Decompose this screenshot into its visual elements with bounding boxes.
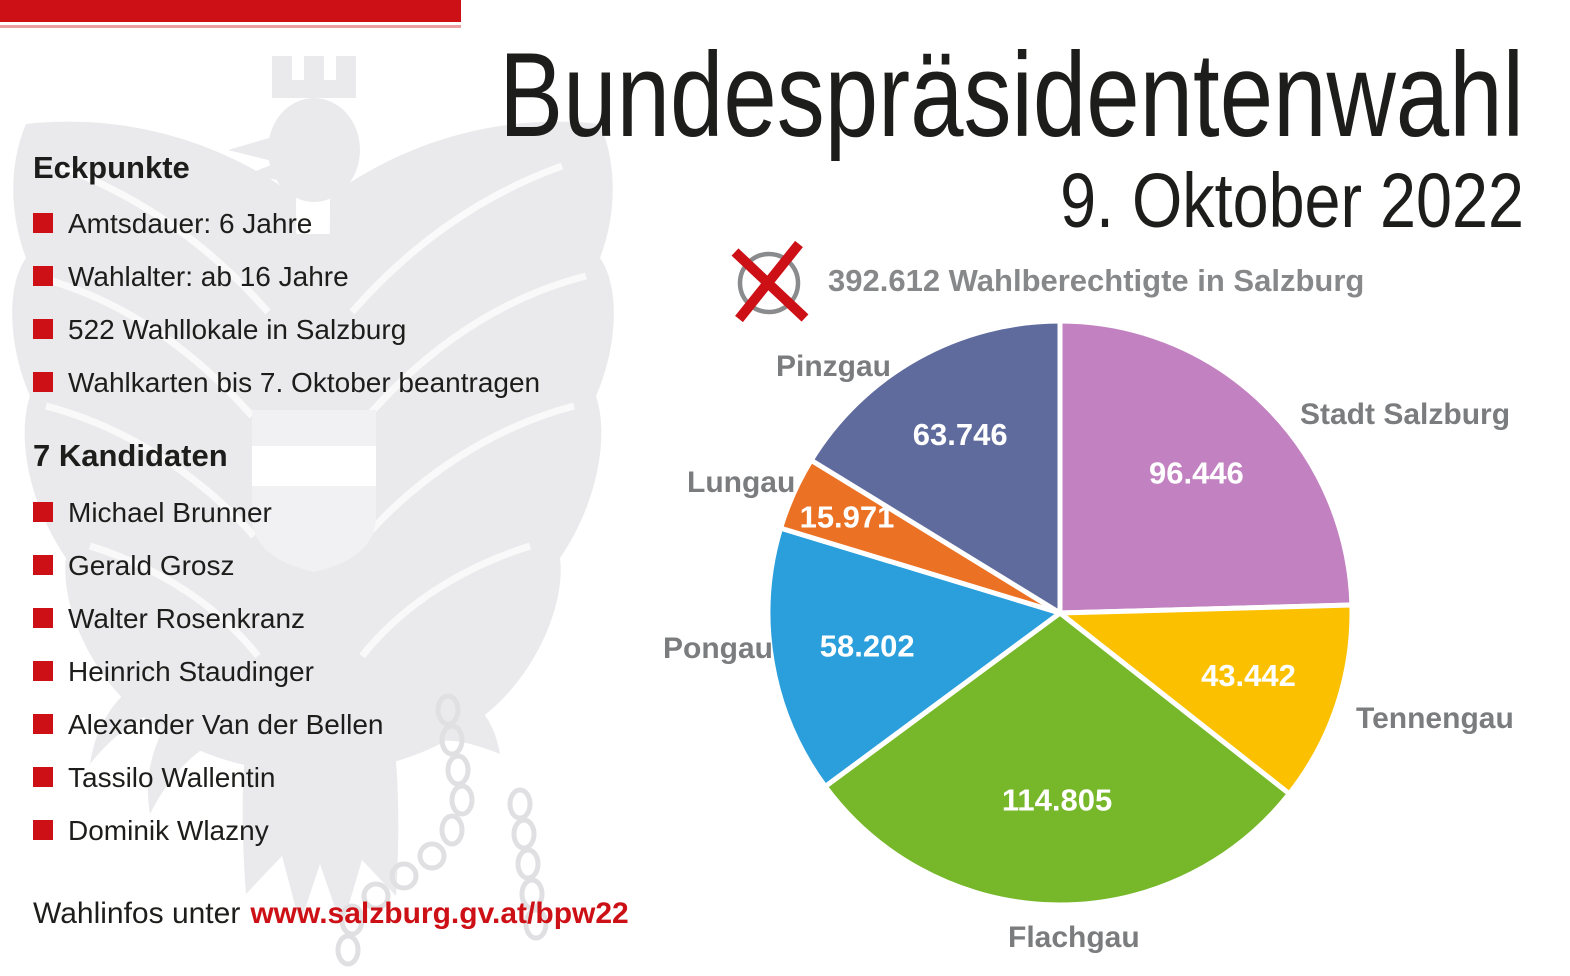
pie-category-label: Lungau: [687, 466, 796, 499]
top-red-bar-underline: [0, 25, 461, 28]
kandidaten-item-label: Dominik Wlazny: [68, 815, 269, 846]
pie-category-label: Pinzgau: [776, 350, 892, 383]
bullet-square-icon: [33, 502, 53, 522]
bullet-square-icon: [33, 213, 53, 233]
kandidaten-item-row: Dominik Wlazny: [33, 815, 383, 868]
eckpunkte-item-label: Wahlkarten bis 7. Oktober beantragen: [68, 367, 541, 398]
pie-category-label: Stadt Salzburg: [1300, 398, 1511, 431]
pie-category-label: Pongau: [663, 632, 773, 665]
pie-category-label: Tennengau: [1356, 702, 1514, 735]
eckpunkte-item-label: 522 Wahllokale in Salzburg: [68, 314, 407, 345]
bullet-square-icon: [33, 820, 53, 840]
pie-slice-pinzgau: [808, 318, 1063, 616]
kandidaten-item-row: Walter Rosenkranz: [33, 603, 383, 656]
bullet-square-icon: [33, 319, 53, 339]
pie-value-label: 114.805: [1002, 782, 1112, 817]
bullet-square-icon: [33, 266, 53, 286]
bullet-square-icon: [33, 555, 53, 575]
footer-link[interactable]: www.salzburg.gv.at/bpw22: [250, 897, 629, 930]
footer-text: Wahlinfos unter: [33, 897, 241, 930]
pie-slice-stadt-salzburg: [1057, 318, 1355, 616]
bullet-square-icon: [33, 767, 53, 787]
eckpunkte-list: Amtsdauer: 6 Jahre Wahlalter: ab 16 Jahre…: [33, 208, 540, 420]
kandidaten-item-row: Gerald Grosz: [33, 550, 383, 603]
ballot-x-icon: [731, 240, 809, 323]
total-voters-text: 392.612 Wahlberechtigte in Salzburg: [828, 263, 1365, 298]
kandidaten-item-label: Heinrich Staudinger: [68, 656, 314, 687]
eckpunkte-item-row: Amtsdauer: 6 Jahre: [33, 208, 540, 261]
pie-value-label: 43.442: [1201, 658, 1296, 693]
eckpunkte-item-label: Amtsdauer: 6 Jahre: [68, 208, 313, 239]
page-subtitle: 9. Oktober 2022: [1060, 158, 1524, 245]
title-block: Bundespräsidentenwahl 9. Oktober 2022: [243, 34, 1524, 244]
pie-slice-flachgau: [822, 610, 1292, 908]
pie-value-label: 15.971: [800, 500, 895, 535]
pie-value-label: 96.446: [1149, 455, 1244, 490]
bullet-square-icon: [33, 608, 53, 628]
bullet-square-icon: [33, 372, 53, 392]
kandidaten-item-row: Tassilo Wallentin: [33, 762, 383, 815]
bullet-square-icon: [33, 661, 53, 681]
eckpunkte-item-label: Wahlalter: ab 16 Jahre: [68, 261, 349, 292]
eckpunkte-item-row: 522 Wahllokale in Salzburg: [33, 314, 540, 367]
bullet-square-icon: [33, 714, 53, 734]
kandidaten-item-row: Alexander Van der Bellen: [33, 709, 383, 762]
pie-slice-tennengau: [1057, 602, 1355, 797]
kandidaten-list: Michael Brunner Gerald Grosz Walter Rosenk…: [33, 497, 383, 868]
kandidaten-item-row: Michael Brunner: [33, 497, 383, 550]
page-title: Bundespräsidentenwahl: [499, 28, 1524, 162]
top-red-bar: [0, 0, 461, 22]
eckpunkte-heading: Eckpunkte: [33, 150, 190, 185]
eckpunkte-item-row: Wahlkarten bis 7. Oktober beantragen: [33, 367, 540, 420]
eckpunkte-item-row: Wahlalter: ab 16 Jahre: [33, 261, 540, 314]
footer-line: Wahlinfos unter www.salzburg.gv.at/bpw22: [33, 897, 629, 931]
kandidaten-item-label: Gerald Grosz: [68, 550, 235, 581]
pie-value-label: 63.746: [913, 417, 1008, 452]
kandidaten-item-label: Walter Rosenkranz: [68, 603, 306, 634]
pie-category-label: Flachgau: [1008, 921, 1140, 954]
kandidaten-item-label: Michael Brunner: [68, 497, 272, 528]
kandidaten-item-label: Tassilo Wallentin: [68, 762, 276, 793]
kandidaten-item-row: Heinrich Staudinger: [33, 656, 383, 709]
pie-value-label: 58.202: [820, 629, 915, 664]
kandidaten-item-label: Alexander Van der Bellen: [68, 709, 384, 740]
kandidaten-heading: 7 Kandidaten: [33, 438, 228, 473]
